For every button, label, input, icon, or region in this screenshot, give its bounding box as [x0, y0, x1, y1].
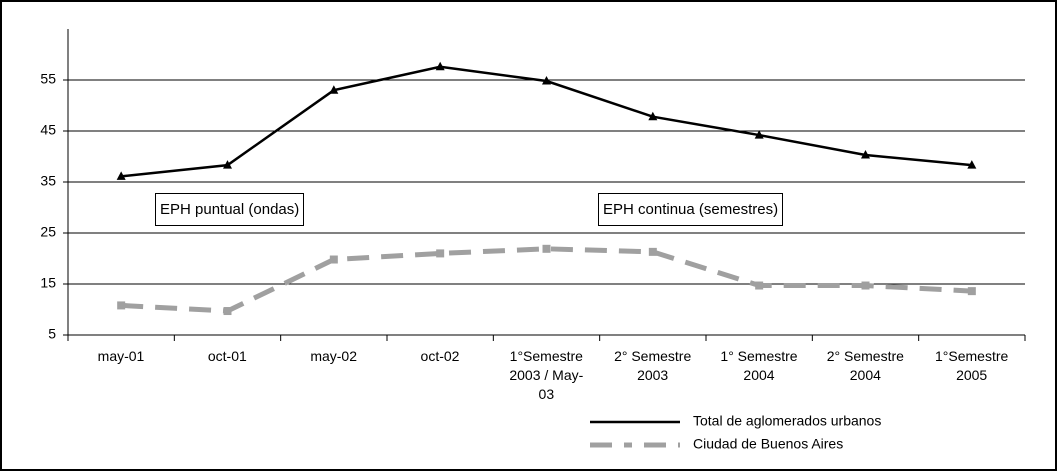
- x-tick-label: 1° Semestre 2004: [720, 348, 798, 383]
- marker: [861, 149, 870, 159]
- marker: [754, 130, 764, 139]
- legend-label: Total de aglomerados urbanos: [693, 413, 881, 429]
- legend-label: Ciudad de Buenos Aires: [693, 436, 843, 452]
- x-tick-label: may-01: [97, 348, 145, 364]
- marker: [223, 307, 232, 316]
- y-tick-label: 15: [40, 275, 56, 291]
- marker: [329, 85, 339, 94]
- y-tick-label: 45: [40, 122, 56, 138]
- marker: [436, 249, 445, 258]
- marker: [967, 287, 976, 296]
- marker: [116, 171, 126, 180]
- x-tick-label: 2° Semestre 2003: [614, 348, 692, 383]
- marker: [329, 255, 338, 264]
- marker: [435, 61, 445, 71]
- x-tick-label: 2° Semestre 2004: [826, 348, 904, 383]
- marker: [223, 160, 232, 169]
- annotation: EPH continua (semestres): [598, 193, 784, 226]
- marker: [861, 281, 870, 290]
- marker: [117, 301, 126, 310]
- marker: [542, 76, 551, 85]
- marker: [755, 281, 764, 290]
- marker: [648, 247, 657, 256]
- x-tick-label: 1°Semestre 2005: [935, 348, 1009, 383]
- annotation: EPH puntual (ondas): [155, 193, 305, 226]
- y-tick-label: 55: [40, 71, 56, 87]
- x-tick-label: oct-02: [420, 348, 460, 364]
- y-tick-label: 35: [40, 173, 56, 189]
- marker: [542, 244, 551, 253]
- x-tick-label: 1°Semestre 2003 / May- 03: [509, 348, 584, 402]
- marker: [648, 111, 658, 121]
- y-tick-label: 5: [48, 326, 56, 342]
- series-line: [121, 246, 972, 314]
- y-tick-label: 25: [40, 224, 56, 240]
- marker: [967, 160, 977, 169]
- x-tick-label: oct-01: [207, 348, 247, 364]
- x-tick-label: may-02: [310, 348, 357, 364]
